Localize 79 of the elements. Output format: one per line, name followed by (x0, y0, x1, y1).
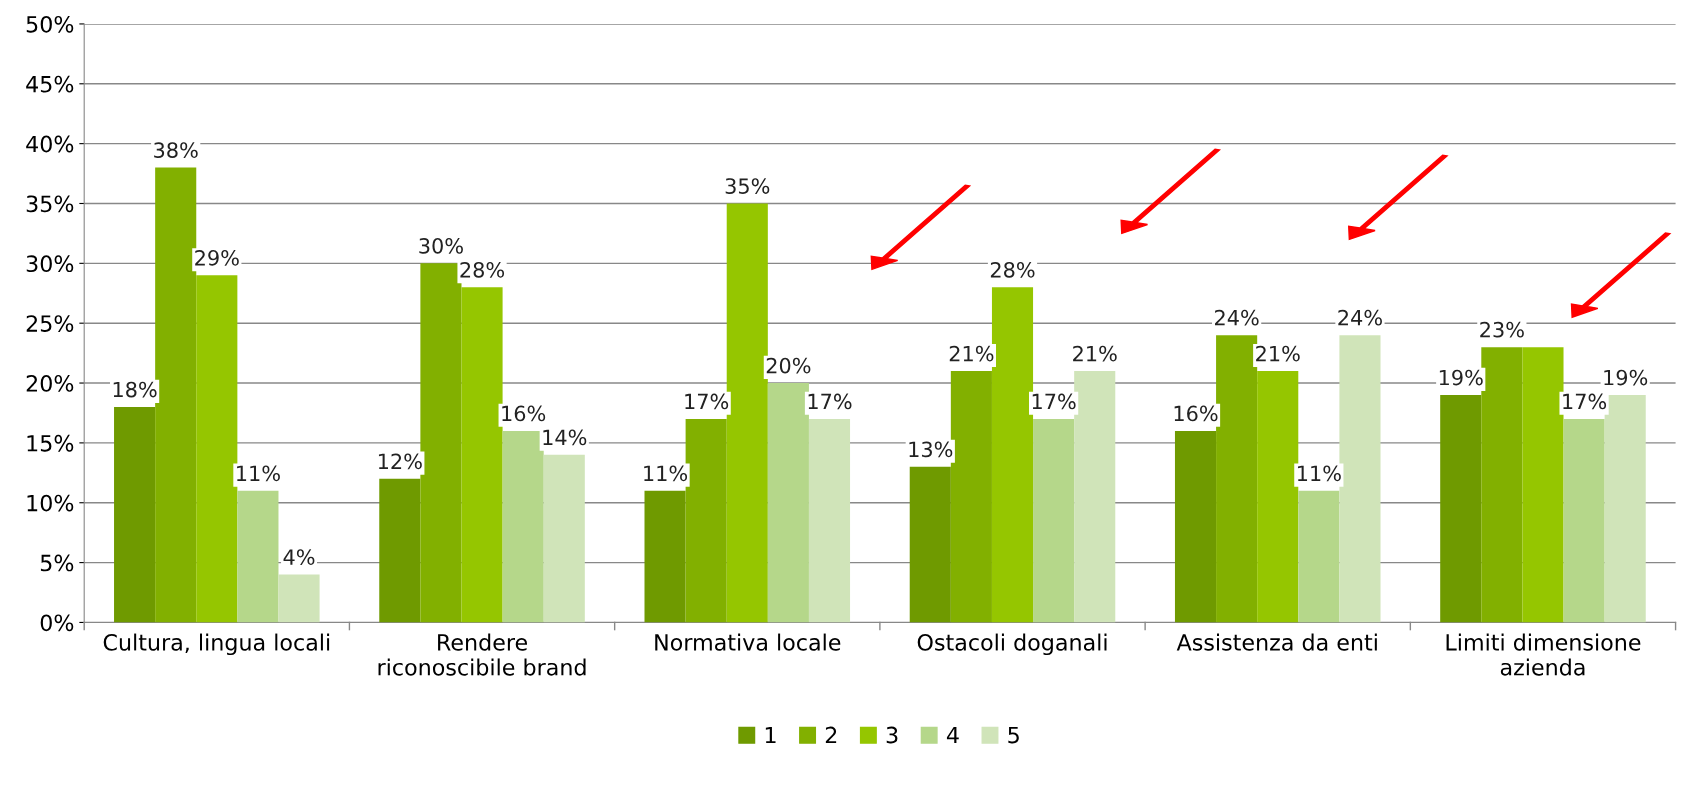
bar (726, 203, 768, 623)
x-tick-label: Ostacoli doganali (917, 633, 1107, 656)
data-label: 11% (1297, 465, 1341, 482)
data-label: 18% (113, 381, 157, 398)
bar (767, 383, 809, 623)
data-label: 29% (195, 249, 239, 266)
bar (155, 167, 197, 623)
bar (379, 478, 421, 623)
data-label: 30% (419, 237, 463, 254)
bar (1298, 490, 1340, 623)
bar (1563, 418, 1605, 623)
data-label: 17% (685, 393, 729, 410)
y-tick-label: 5% (40, 554, 74, 572)
y-tick-label: 30% (26, 255, 74, 273)
bar (461, 287, 503, 623)
data-label: 14% (543, 429, 587, 446)
data-label: 16% (1174, 405, 1218, 422)
bar (685, 418, 727, 623)
bar (543, 454, 585, 623)
data-label: 16% (502, 405, 546, 422)
data-label: 11% (644, 465, 688, 482)
bar (1481, 347, 1523, 623)
bar (237, 490, 279, 623)
data-label: 11% (237, 465, 280, 482)
bar (1033, 418, 1075, 623)
bar (1440, 395, 1482, 623)
data-label: 21% (949, 345, 994, 362)
data-label: 28% (460, 261, 505, 278)
data-label: 21% (1073, 345, 1117, 362)
x-tick-label: Assistenza da enti (1176, 633, 1377, 651)
data-label: 17% (1032, 393, 1076, 410)
y-tick-label: 50% (26, 15, 74, 33)
bar (1604, 395, 1646, 623)
legend-label: 5 (1008, 726, 1019, 744)
bar (1522, 347, 1564, 623)
legend-label: 4 (946, 726, 959, 744)
data-label: 17% (1563, 393, 1607, 410)
bar (278, 574, 320, 623)
bar (114, 406, 156, 623)
data-label: 17% (808, 393, 852, 410)
data-label: 38% (154, 142, 198, 158)
data-label: 19% (1439, 369, 1483, 386)
legend-label: 3 (886, 726, 898, 744)
bar (1216, 335, 1258, 623)
data-label: 28% (990, 261, 1035, 278)
bar (420, 263, 462, 623)
bar (1257, 371, 1299, 623)
bar (808, 418, 851, 623)
y-tick-label: 25% (26, 315, 74, 332)
data-label: 13% (909, 441, 953, 458)
x-tick-label: Normativa locale (655, 633, 841, 651)
data-label: 4% (283, 549, 315, 565)
data-label: 35% (725, 178, 770, 194)
bar (1074, 371, 1116, 623)
y-tick-label: 15% (27, 434, 74, 452)
bar (644, 490, 686, 623)
legend-label: 2 (825, 726, 837, 744)
y-tick-label: 20% (26, 374, 74, 392)
bar (1174, 430, 1217, 623)
x-tick-label: Rendere riconoscibile brand (378, 633, 586, 676)
y-tick-label: 0% (40, 614, 74, 632)
bar (1339, 335, 1381, 623)
data-label: 24% (1215, 309, 1259, 326)
y-tick-label: 35% (26, 195, 74, 213)
data-label: 23% (1480, 321, 1524, 338)
bar (909, 466, 951, 623)
y-tick-label: 10% (27, 494, 74, 512)
legend-label: 1 (765, 726, 776, 744)
data-label: 19% (1604, 369, 1648, 386)
bar (196, 275, 238, 623)
data-label: 12% (378, 453, 422, 470)
x-tick-label: Cultura, lingua locali (103, 633, 330, 656)
y-tick-label: 45% (26, 75, 74, 93)
x-tick-label: Limiti dimensione azienda (1446, 633, 1641, 676)
data-label: 24% (1338, 309, 1382, 326)
y-tick-label: 40% (26, 135, 74, 153)
bar (502, 430, 544, 623)
data-label: 21% (1256, 345, 1300, 362)
data-label: 20% (766, 357, 811, 374)
